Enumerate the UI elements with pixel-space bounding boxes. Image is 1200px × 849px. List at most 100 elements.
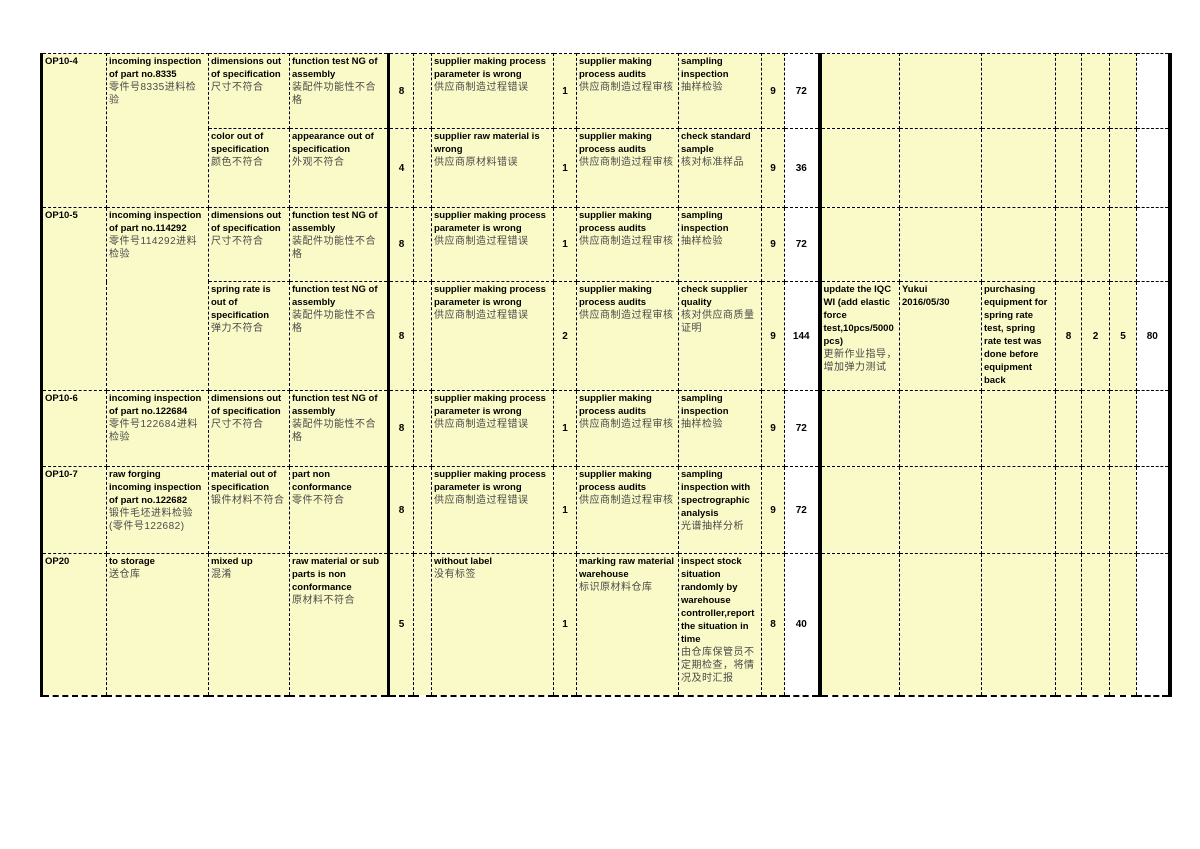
cell-failure-effects: raw material or sub parts is non conform…	[289, 553, 389, 696]
cell-action-detection	[1109, 466, 1137, 554]
text-en: sampling inspection	[681, 210, 729, 234]
op-label: OP10-4	[45, 56, 78, 67]
cell-rpn: 72	[784, 53, 820, 129]
cell-failure-effects: function test NG of assembly 装配件功能性不合格	[289, 207, 389, 282]
cell-action-detection	[1109, 553, 1137, 696]
text-en: supplier making process parameter is wro…	[434, 56, 546, 80]
op-label: OP10-5	[45, 210, 78, 221]
cell-action-taken	[981, 207, 1056, 282]
cell-action-rpn	[1136, 553, 1170, 696]
text-en: dimensions out of specification	[211, 393, 282, 417]
cell-responsibility-date: Yukui 2016/05/30	[899, 281, 982, 391]
text-en: incoming inspection of part no.8335	[109, 56, 202, 80]
cell-recommended-action	[817, 207, 900, 282]
cell-occurrence: 1	[553, 553, 577, 696]
cell-rpn: 72	[784, 390, 820, 467]
table-row: OP10-5 incoming inspection of part no.11…	[41, 207, 1170, 391]
cell-failure-effects: function test NG of assembly 装配件功能性不合格	[289, 390, 389, 467]
text-zh: 抽样检验	[681, 419, 723, 430]
cell-action-occurrence	[1081, 207, 1110, 282]
cell-op-number: OP20	[41, 553, 107, 696]
cell-action-occurrence: 2	[1081, 281, 1110, 391]
cell-control-prevention: supplier making process audits 供应商制造过程审核	[576, 281, 679, 391]
cell-control-prevention: supplier making process audits 供应商制造过程审核	[576, 390, 679, 467]
cell-rpn: 40	[784, 553, 820, 696]
cell-failure-effects: function test NG of assembly 装配件功能性不合格	[289, 281, 389, 391]
cell-op-number: OP10-4	[41, 53, 107, 208]
text-zh: 供应商制造过程审核	[579, 310, 674, 321]
text-zh: 没有标签	[434, 569, 476, 580]
cell-rpn: 144	[784, 281, 820, 391]
responsible-name: Yukui	[902, 284, 928, 295]
cell-control-detection: check supplier quality 核对供应商质量证明	[678, 281, 762, 391]
text-en: function test NG of assembly	[292, 393, 378, 417]
cell-action-taken: purchasing equipment for spring rate tes…	[981, 281, 1056, 391]
text-zh: 供应商制造过程审核	[579, 236, 674, 247]
cell-severity: 4	[387, 128, 414, 208]
cell-action-severity	[1055, 207, 1082, 282]
text-en: check standard sample	[681, 131, 751, 155]
cell-detection: 8	[761, 553, 785, 696]
cell-severity: 8	[387, 207, 414, 282]
cell-action-taken	[981, 466, 1056, 554]
cell-responsibility-date	[899, 128, 982, 208]
text-en: function test NG of assembly	[292, 210, 378, 234]
cell-occurrence: 1	[553, 128, 577, 208]
cell-failure-effects: function test NG of assembly 装配件功能性不合格	[289, 53, 389, 129]
cell-severity: 5	[387, 553, 414, 696]
text-en: sampling inspection	[681, 56, 729, 80]
cell-action-taken	[981, 553, 1056, 696]
cell-classification	[413, 553, 432, 696]
cell-failure-cause: supplier making process parameter is wro…	[431, 53, 554, 129]
text-en: supplier making process audits	[579, 469, 652, 493]
cell-detection: 9	[761, 466, 785, 554]
cell-control-detection: sampling inspection 抽样检验	[678, 390, 762, 467]
cell-responsibility-date	[899, 390, 982, 467]
cell-control-detection: sampling inspection with spectrographic …	[678, 466, 762, 554]
text-en: check supplier quality	[681, 284, 748, 308]
cell-recommended-action	[817, 466, 900, 554]
cell-failure-mode: dimensions out of specification 尺寸不符合	[208, 207, 290, 282]
cell-action-occurrence	[1081, 128, 1110, 208]
text-zh: 供应商制造过程错误	[434, 82, 529, 93]
cell-action-rpn	[1136, 207, 1170, 282]
text-zh: 尺寸不符合	[211, 236, 264, 247]
cell-action-occurrence	[1081, 553, 1110, 696]
text-zh: 装配件功能性不合格	[292, 419, 376, 443]
text-en: dimensions out of specification	[211, 210, 282, 234]
cell-occurrence: 1	[553, 390, 577, 467]
cell-responsibility-date	[899, 207, 982, 282]
cell-failure-mode: material out of specification 锻件材料不符合	[208, 466, 290, 554]
cell-action-rpn	[1136, 390, 1170, 467]
cell-failure-mode: mixed up 混淆	[208, 553, 290, 696]
cell-failure-cause: supplier making process parameter is wro…	[431, 207, 554, 282]
cell-action-rpn: 80	[1136, 281, 1170, 391]
text-en: sampling inspection	[681, 393, 729, 417]
cell-op-number: OP10-5	[41, 207, 107, 391]
cell-detection: 9	[761, 281, 785, 391]
cell-classification	[413, 53, 432, 129]
cell-failure-cause: without label 没有标签	[431, 553, 554, 696]
cell-failure-mode: spring rate is out of specification 弹力不符合	[208, 281, 290, 391]
cell-op-number: OP10-7	[41, 466, 107, 554]
cell-control-prevention: supplier making process audits 供应商制造过程审核	[576, 128, 679, 208]
cell-failure-cause: supplier raw material is wrong 供应商原材料错误	[431, 128, 554, 208]
text-en: inspect stock situation randomly by ware…	[681, 556, 755, 645]
text-en: supplier making process audits	[579, 284, 652, 308]
cell-action-rpn	[1136, 466, 1170, 554]
cell-severity: 8	[387, 466, 414, 554]
cell-recommended-action: update the IQC WI (add elastic force tes…	[817, 281, 900, 391]
cell-control-prevention: supplier making process audits 供应商制造过程审核	[576, 466, 679, 554]
text-zh: 供应商制造过程审核	[579, 419, 674, 430]
text-zh: 零件号122684进料检验	[109, 419, 198, 443]
text-en: material out of specification	[211, 469, 277, 493]
cell-action-detection	[1109, 128, 1137, 208]
cell-action-occurrence	[1081, 390, 1110, 467]
text-zh: 供应商制造过程错误	[434, 419, 529, 430]
text-zh: 外观不符合	[292, 157, 345, 168]
cell-action-taken	[981, 53, 1056, 129]
text-zh: 供应商制造过程错误	[434, 310, 529, 321]
text-en: to storage	[109, 556, 155, 567]
cell-failure-cause: supplier making process parameter is wro…	[431, 390, 554, 467]
